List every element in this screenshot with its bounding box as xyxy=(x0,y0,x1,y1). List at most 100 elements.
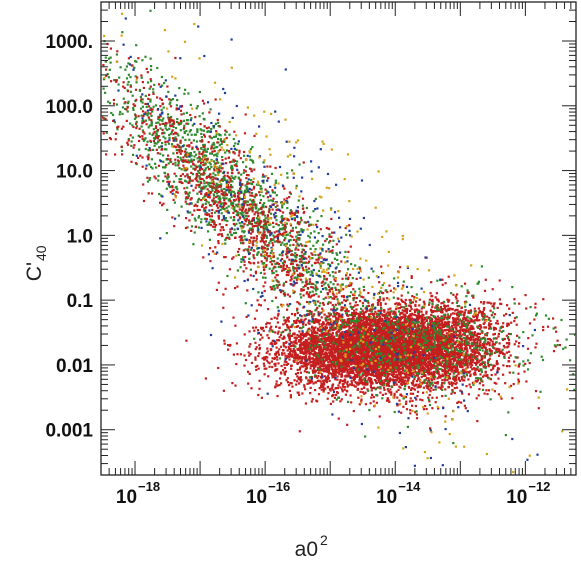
data-point xyxy=(425,356,428,359)
data-point xyxy=(300,359,303,362)
data-point xyxy=(323,364,326,367)
data-point xyxy=(284,346,287,349)
data-point xyxy=(263,356,266,359)
data-point xyxy=(313,330,316,333)
data-point xyxy=(254,358,257,361)
data-point xyxy=(248,372,251,375)
data-point xyxy=(348,337,352,340)
data-point xyxy=(508,341,511,344)
data-point xyxy=(289,347,292,350)
data-point xyxy=(321,356,324,359)
data-point xyxy=(322,347,326,351)
data-point xyxy=(362,296,365,299)
data-point xyxy=(258,379,261,382)
data-point xyxy=(320,377,323,380)
data-point xyxy=(388,314,391,317)
data-point xyxy=(355,335,358,338)
data-point xyxy=(361,309,364,312)
data-point xyxy=(298,330,301,333)
data-point xyxy=(261,336,264,339)
data-point xyxy=(341,362,344,365)
data-point xyxy=(401,372,404,375)
data-point xyxy=(456,401,459,404)
data-point xyxy=(254,348,257,351)
data-point xyxy=(329,389,332,392)
data-point xyxy=(357,336,360,339)
data-point xyxy=(261,326,265,329)
data-point xyxy=(384,392,387,395)
data-point xyxy=(354,385,357,388)
data-point xyxy=(392,373,395,376)
data-point xyxy=(467,319,470,322)
data-point xyxy=(359,369,362,372)
data-point xyxy=(347,339,350,342)
data-point xyxy=(358,337,361,340)
data-point xyxy=(330,365,333,368)
data-point xyxy=(330,335,333,338)
data-point xyxy=(336,318,339,321)
data-point xyxy=(296,368,299,371)
data-point xyxy=(289,396,292,399)
data-point xyxy=(384,302,387,305)
data-point xyxy=(323,375,326,378)
data-point xyxy=(306,382,309,385)
data-point xyxy=(341,388,344,391)
data-point xyxy=(346,375,349,378)
data-point xyxy=(282,343,285,346)
data-point xyxy=(380,367,383,370)
data-point xyxy=(353,309,356,312)
data-point xyxy=(250,361,254,364)
data-point xyxy=(301,392,304,395)
data-point xyxy=(454,365,457,369)
data-point xyxy=(361,374,364,377)
data-point xyxy=(304,349,307,352)
data-point xyxy=(414,325,417,328)
data-point xyxy=(311,398,314,401)
data-point xyxy=(265,351,268,354)
data-point xyxy=(271,357,274,360)
data-point xyxy=(369,402,372,405)
data-point xyxy=(294,349,297,352)
data-point xyxy=(399,373,402,376)
data-point xyxy=(428,367,431,370)
data-point xyxy=(414,344,417,347)
data-point xyxy=(331,329,334,332)
data-point xyxy=(417,323,420,326)
data-point xyxy=(358,379,361,382)
data-point xyxy=(333,372,337,376)
data-point xyxy=(318,323,321,326)
data-point xyxy=(455,374,458,377)
data-point xyxy=(374,338,377,341)
data-point xyxy=(507,345,510,348)
data-point xyxy=(390,393,393,396)
data-point xyxy=(326,397,329,400)
data-point xyxy=(361,322,365,325)
data-point xyxy=(363,379,367,382)
data-point xyxy=(330,347,333,350)
data-point xyxy=(253,317,257,320)
data-point xyxy=(343,343,346,346)
data-point xyxy=(279,345,283,348)
data-point xyxy=(379,298,382,301)
data-point xyxy=(351,371,354,374)
data-point xyxy=(328,360,331,363)
data-point xyxy=(330,345,333,348)
data-point xyxy=(358,371,361,374)
data-point xyxy=(416,395,419,398)
data-point xyxy=(336,364,339,367)
data-point xyxy=(503,337,506,341)
data-point xyxy=(343,380,346,383)
data-point xyxy=(375,330,378,333)
data-point xyxy=(350,361,353,364)
data-point xyxy=(340,324,343,327)
data-point xyxy=(427,385,430,388)
data-point xyxy=(362,364,365,367)
data-point xyxy=(309,335,312,338)
data-point xyxy=(368,377,371,380)
data-point xyxy=(297,320,301,323)
data-point xyxy=(411,301,414,304)
data-point xyxy=(421,327,424,330)
data-point xyxy=(342,383,345,386)
data-point xyxy=(313,337,316,340)
data-point xyxy=(312,371,315,374)
